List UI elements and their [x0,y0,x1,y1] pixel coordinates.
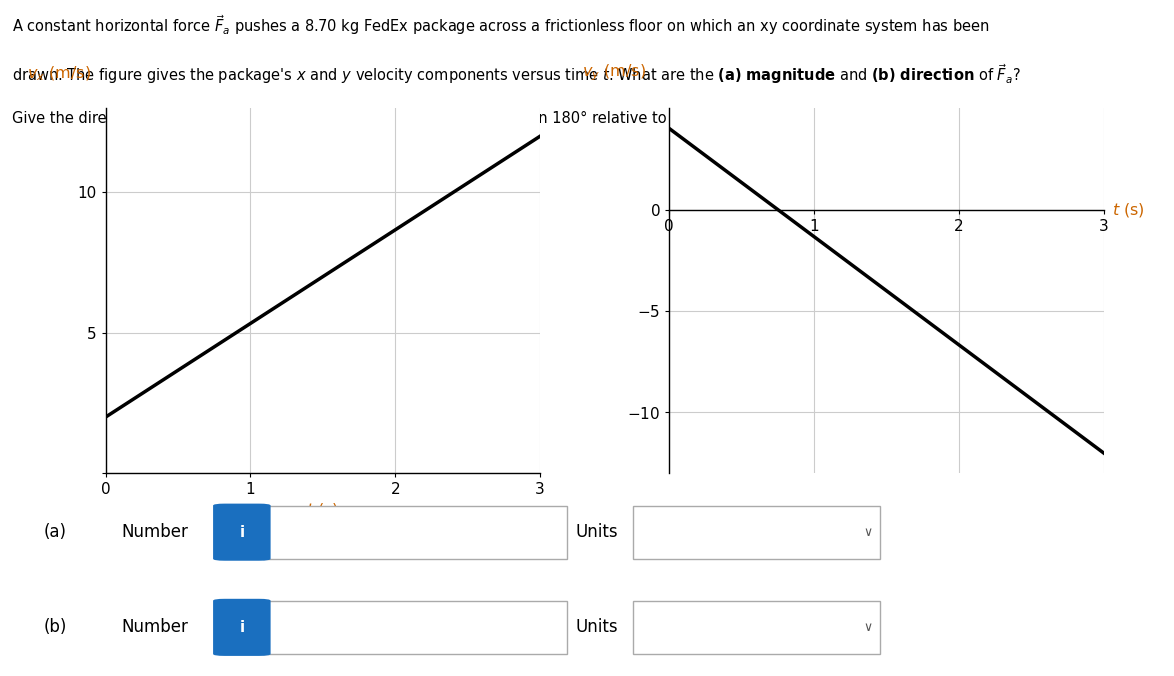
FancyBboxPatch shape [263,506,567,559]
Text: ∨: ∨ [863,526,872,539]
Text: drawn. The figure gives the package's $x$ and $y$ velocity components versus tim: drawn. The figure gives the package's $x… [12,62,1020,86]
Text: Number: Number [121,523,188,541]
FancyBboxPatch shape [633,506,880,559]
FancyBboxPatch shape [633,601,880,654]
Text: i: i [239,620,244,635]
Text: Number: Number [121,619,188,636]
FancyBboxPatch shape [263,601,567,654]
FancyBboxPatch shape [214,504,270,560]
Text: Give the direction as a positive or negative angle of magnitude less than 180° r: Give the direction as a positive or nega… [12,111,760,126]
Text: A constant horizontal force $\vec{F}_a$ pushes a 8.70 kg FedEx package across a : A constant horizontal force $\vec{F}_a$ … [12,14,990,37]
FancyBboxPatch shape [214,599,270,656]
Text: (a): (a) [43,523,67,541]
Text: Units: Units [575,523,619,541]
Text: Units: Units [575,619,619,636]
Text: $v_x$ (m/s): $v_x$ (m/s) [27,64,92,82]
Text: (b): (b) [43,619,67,636]
Text: i: i [239,525,244,539]
Text: $v_y$ (m/s): $v_y$ (m/s) [582,62,647,82]
Text: $t$ (s): $t$ (s) [1112,201,1145,218]
Text: ∨: ∨ [863,621,872,634]
X-axis label: $t$ (s): $t$ (s) [306,502,339,519]
